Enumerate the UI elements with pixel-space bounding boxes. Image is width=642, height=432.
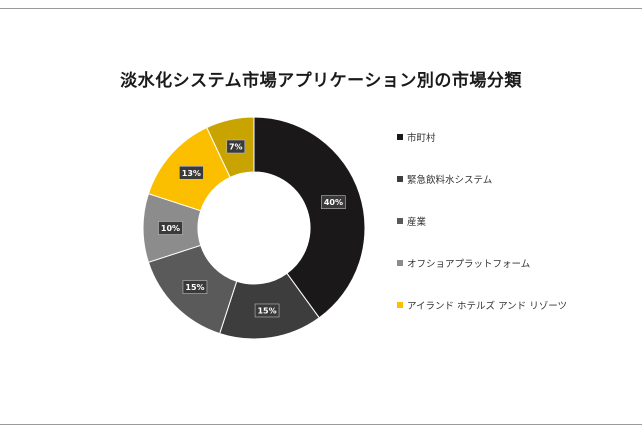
data-label-3: 10% bbox=[158, 221, 183, 235]
legend-label: 産業 bbox=[407, 217, 427, 228]
legend-swatch bbox=[397, 302, 403, 308]
data-label-box-1 bbox=[254, 303, 280, 318]
data-label-box-4 bbox=[179, 165, 204, 180]
legend-item-1: 緊急飲料水システム bbox=[397, 175, 492, 187]
legend-label: 緊急飲料水システム bbox=[407, 175, 493, 186]
chart-title: 淡水化システム市場アプリケーション別の市場分類 bbox=[120, 71, 522, 91]
data-label-box-3 bbox=[158, 221, 183, 235]
data-label-4: 13% bbox=[179, 165, 204, 180]
data-label-box-2 bbox=[182, 280, 208, 294]
data-label-text-0: 40% bbox=[324, 198, 343, 207]
data-label-text-2: 15% bbox=[185, 283, 204, 292]
legend-label: 市町村 bbox=[407, 133, 436, 144]
legend-item-2: 産業 bbox=[397, 217, 426, 229]
legend-swatch bbox=[397, 260, 403, 266]
data-label-text-3: 10% bbox=[161, 224, 180, 233]
top-divider bbox=[0, 8, 642, 9]
data-label-1: 15% bbox=[254, 303, 280, 318]
data-label-text-4: 13% bbox=[182, 169, 201, 178]
legend-item-3: オフショアプラットフォーム bbox=[397, 259, 530, 271]
data-label-text-5: 7% bbox=[229, 143, 243, 152]
data-label-text-1: 15% bbox=[257, 306, 276, 315]
legend-item-4: アイランド ホテルズ アンド リゾーツ bbox=[397, 301, 567, 313]
legend-label: オフショアプラットフォーム bbox=[407, 259, 531, 270]
data-labels-group: 40% 15% 15% 10% 13% 7% bbox=[158, 139, 346, 318]
legend-label: アイランド ホテルズ アンド リゾーツ bbox=[407, 301, 568, 312]
data-label-2: 15% bbox=[182, 280, 208, 294]
slice-0 bbox=[253, 116, 366, 319]
legend-swatch bbox=[397, 134, 403, 140]
legend-swatch bbox=[397, 176, 403, 182]
legend-item-0: 市町村 bbox=[397, 133, 436, 145]
data-label-5: 7% bbox=[226, 139, 246, 154]
legend-swatch bbox=[397, 218, 403, 224]
data-label-box-5 bbox=[226, 139, 246, 154]
data-label-0: 40% bbox=[321, 195, 346, 209]
bottom-divider bbox=[0, 424, 642, 425]
data-label-box-0 bbox=[321, 195, 346, 209]
